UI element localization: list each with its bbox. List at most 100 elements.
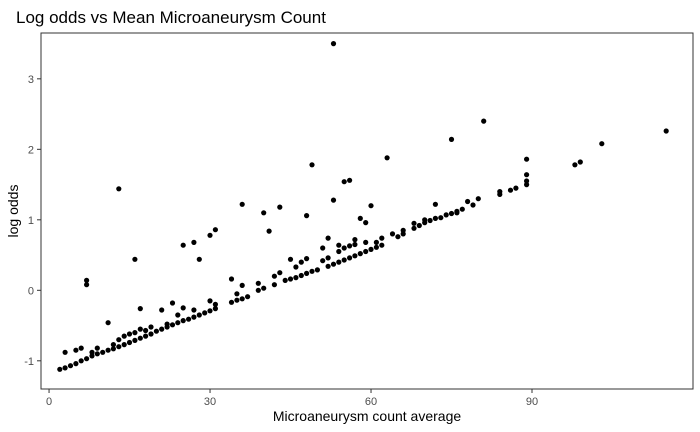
data-point	[481, 118, 487, 124]
data-point	[121, 342, 127, 348]
data-point	[191, 307, 197, 313]
data-point	[373, 239, 379, 245]
data-point	[411, 220, 417, 226]
x-tick-label: 0	[46, 396, 52, 408]
y-tick-label: 2	[28, 144, 34, 156]
data-point	[234, 291, 240, 297]
data-point	[459, 206, 465, 212]
data-point	[507, 187, 514, 193]
data-point	[309, 268, 315, 274]
data-point	[277, 270, 283, 276]
data-point	[196, 256, 202, 262]
data-point	[470, 202, 476, 208]
data-point	[271, 273, 277, 279]
x-tick-label: 60	[365, 396, 377, 408]
data-point	[341, 245, 347, 251]
data-point	[304, 213, 310, 219]
data-point	[341, 179, 347, 185]
data-point	[357, 251, 363, 257]
data-point	[304, 270, 310, 276]
data-point	[202, 310, 208, 316]
data-point	[475, 196, 481, 202]
data-point	[266, 228, 272, 234]
data-point	[373, 244, 379, 250]
data-point	[379, 242, 385, 248]
data-point	[89, 353, 95, 359]
data-point	[261, 285, 267, 291]
data-point	[212, 306, 218, 312]
data-point	[663, 128, 669, 134]
x-axis-label: Microaneurysm count average	[273, 408, 462, 424]
data-point	[84, 356, 90, 362]
data-point	[572, 162, 578, 168]
data-point	[287, 256, 294, 262]
data-point	[341, 257, 347, 263]
data-point	[94, 351, 100, 357]
data-point	[143, 327, 149, 334]
data-point	[320, 258, 326, 264]
data-point	[271, 282, 277, 288]
y-tick-label: 3	[28, 74, 34, 86]
y-tick-label: -1	[24, 356, 34, 368]
data-point	[352, 241, 358, 248]
data-point	[191, 239, 197, 245]
data-point	[191, 314, 197, 320]
data-point	[304, 256, 310, 262]
data-point	[84, 277, 90, 283]
data-point	[330, 261, 337, 267]
data-point	[180, 318, 186, 324]
data-point	[255, 287, 261, 293]
data-point	[336, 259, 342, 265]
data-point	[330, 197, 337, 203]
data-point	[287, 276, 294, 282]
data-point	[116, 337, 122, 343]
data-point	[175, 320, 181, 326]
data-point	[454, 210, 460, 216]
data-point	[212, 227, 218, 233]
data-point	[432, 215, 438, 221]
data-point	[524, 182, 530, 188]
y-tick-label: 0	[28, 285, 34, 297]
data-point	[239, 296, 245, 302]
data-point	[100, 349, 106, 355]
data-point	[116, 344, 122, 350]
data-point	[400, 227, 406, 233]
data-point	[164, 321, 170, 327]
data-point	[357, 215, 363, 221]
data-point	[137, 326, 143, 332]
data-point	[234, 297, 240, 303]
data-point	[261, 210, 267, 216]
data-point	[363, 248, 369, 255]
data-point	[379, 235, 385, 241]
data-point	[110, 342, 116, 348]
data-point	[245, 294, 251, 300]
data-point	[207, 308, 213, 314]
data-point	[389, 231, 396, 237]
data-point	[298, 272, 304, 279]
data-point	[105, 347, 111, 353]
data-point	[347, 243, 353, 249]
data-point	[432, 201, 438, 207]
data-point	[330, 41, 337, 47]
data-point	[448, 136, 455, 142]
x-tick-label: 90	[526, 396, 538, 408]
data-point	[395, 234, 401, 240]
data-point	[448, 210, 455, 217]
data-point	[186, 316, 192, 322]
data-point	[148, 331, 154, 337]
data-point	[438, 215, 444, 221]
data-point	[132, 330, 138, 336]
data-point	[352, 237, 358, 243]
data-point	[314, 267, 320, 273]
data-point	[94, 345, 100, 351]
y-tick-label: 1	[28, 215, 34, 227]
data-point	[427, 217, 433, 224]
data-points	[57, 41, 669, 372]
data-point	[309, 162, 315, 168]
data-point	[62, 365, 68, 371]
data-point	[180, 242, 186, 248]
data-point	[67, 363, 74, 369]
data-point	[212, 301, 218, 307]
data-point	[325, 255, 331, 261]
